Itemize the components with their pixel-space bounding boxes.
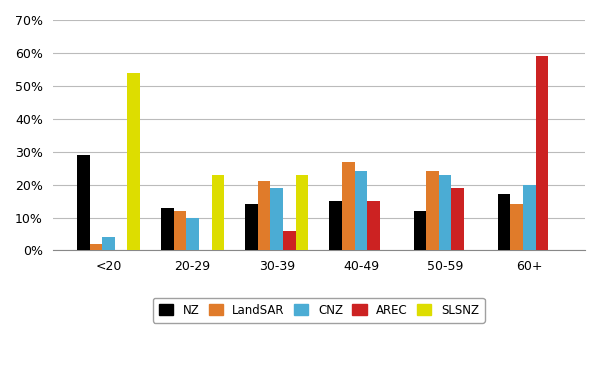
Bar (161, 208, 173, 251)
Bar (77, 155, 89, 251)
Bar (536, 56, 548, 251)
Bar (511, 204, 523, 251)
Bar (173, 211, 187, 251)
Bar (523, 185, 536, 251)
Bar (451, 188, 464, 251)
Bar (127, 73, 140, 251)
Bar (329, 201, 342, 251)
Bar (271, 188, 283, 251)
Bar (283, 231, 296, 251)
Bar (187, 218, 199, 251)
Bar (439, 175, 451, 251)
Bar (413, 211, 426, 251)
Bar (102, 237, 115, 251)
Bar (258, 181, 271, 251)
Bar (497, 194, 511, 251)
Bar (426, 171, 439, 251)
Bar (89, 244, 102, 251)
Bar (245, 204, 258, 251)
Bar (296, 175, 308, 251)
Bar (355, 171, 367, 251)
Legend: NZ, LandSAR, CNZ, AREC, SLSNZ: NZ, LandSAR, CNZ, AREC, SLSNZ (153, 298, 485, 323)
Bar (212, 175, 224, 251)
Bar (367, 201, 380, 251)
Bar (342, 161, 355, 251)
